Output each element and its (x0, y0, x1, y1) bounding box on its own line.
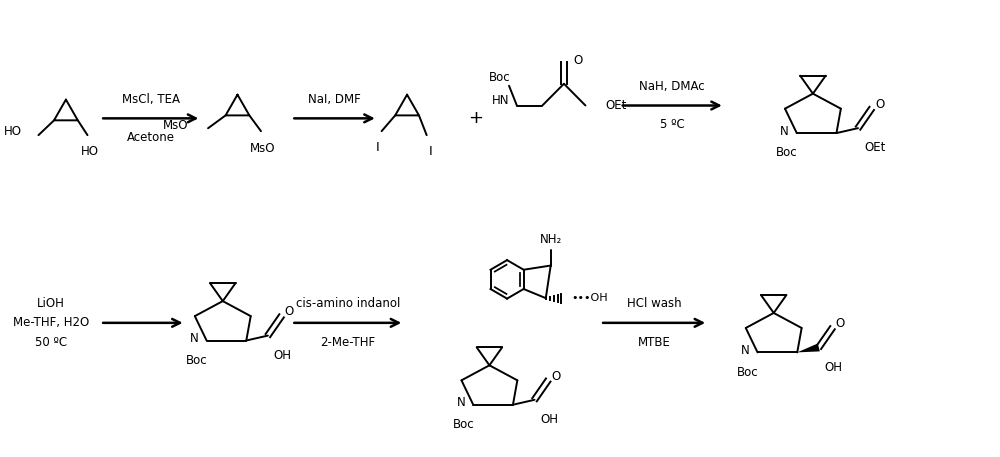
Text: I: I (376, 140, 380, 154)
Text: LiOH: LiOH (37, 297, 65, 309)
Text: Boc: Boc (186, 354, 208, 367)
Text: OH: OH (825, 361, 843, 374)
Text: 5 ºC: 5 ºC (660, 118, 685, 131)
Text: Boc: Boc (453, 418, 474, 431)
Text: NaH, DMAc: NaH, DMAc (639, 80, 705, 93)
Text: N: N (780, 125, 789, 138)
Text: cis-amino indanol: cis-amino indanol (296, 297, 400, 310)
Text: Boc: Boc (776, 146, 798, 159)
Polygon shape (797, 344, 820, 352)
Text: NH₂: NH₂ (540, 234, 562, 246)
Text: N: N (741, 344, 750, 357)
Text: •••OH: •••OH (571, 293, 608, 303)
Text: +: + (468, 109, 483, 128)
Text: OEt: OEt (864, 141, 885, 154)
Text: MsO: MsO (163, 119, 188, 132)
Text: N: N (457, 396, 465, 409)
Text: I: I (429, 145, 432, 159)
Text: NaI, DMF: NaI, DMF (308, 92, 361, 106)
Text: O: O (551, 370, 561, 383)
Text: O: O (285, 305, 294, 319)
Text: OEt: OEt (605, 99, 626, 112)
Text: MsO: MsO (250, 143, 276, 155)
Text: MsCl, TEA: MsCl, TEA (122, 92, 180, 106)
Text: O: O (836, 317, 845, 330)
Text: 2-Me-THF: 2-Me-THF (320, 336, 375, 349)
Text: HN: HN (492, 94, 509, 107)
Text: 50 ºC: 50 ºC (35, 336, 67, 349)
Text: N: N (190, 332, 199, 345)
Text: HO: HO (4, 125, 22, 138)
Text: O: O (574, 53, 583, 67)
Text: Boc: Boc (488, 71, 510, 85)
Text: Acetone: Acetone (127, 131, 175, 144)
Text: OH: OH (540, 413, 558, 426)
Text: OH: OH (274, 349, 292, 362)
Text: HCl wash: HCl wash (627, 297, 681, 310)
Text: Boc: Boc (737, 366, 759, 379)
Text: O: O (875, 98, 884, 111)
Text: MTBE: MTBE (638, 336, 671, 349)
Text: Me-THF, H2O: Me-THF, H2O (13, 316, 89, 329)
Text: HO: HO (80, 145, 98, 159)
